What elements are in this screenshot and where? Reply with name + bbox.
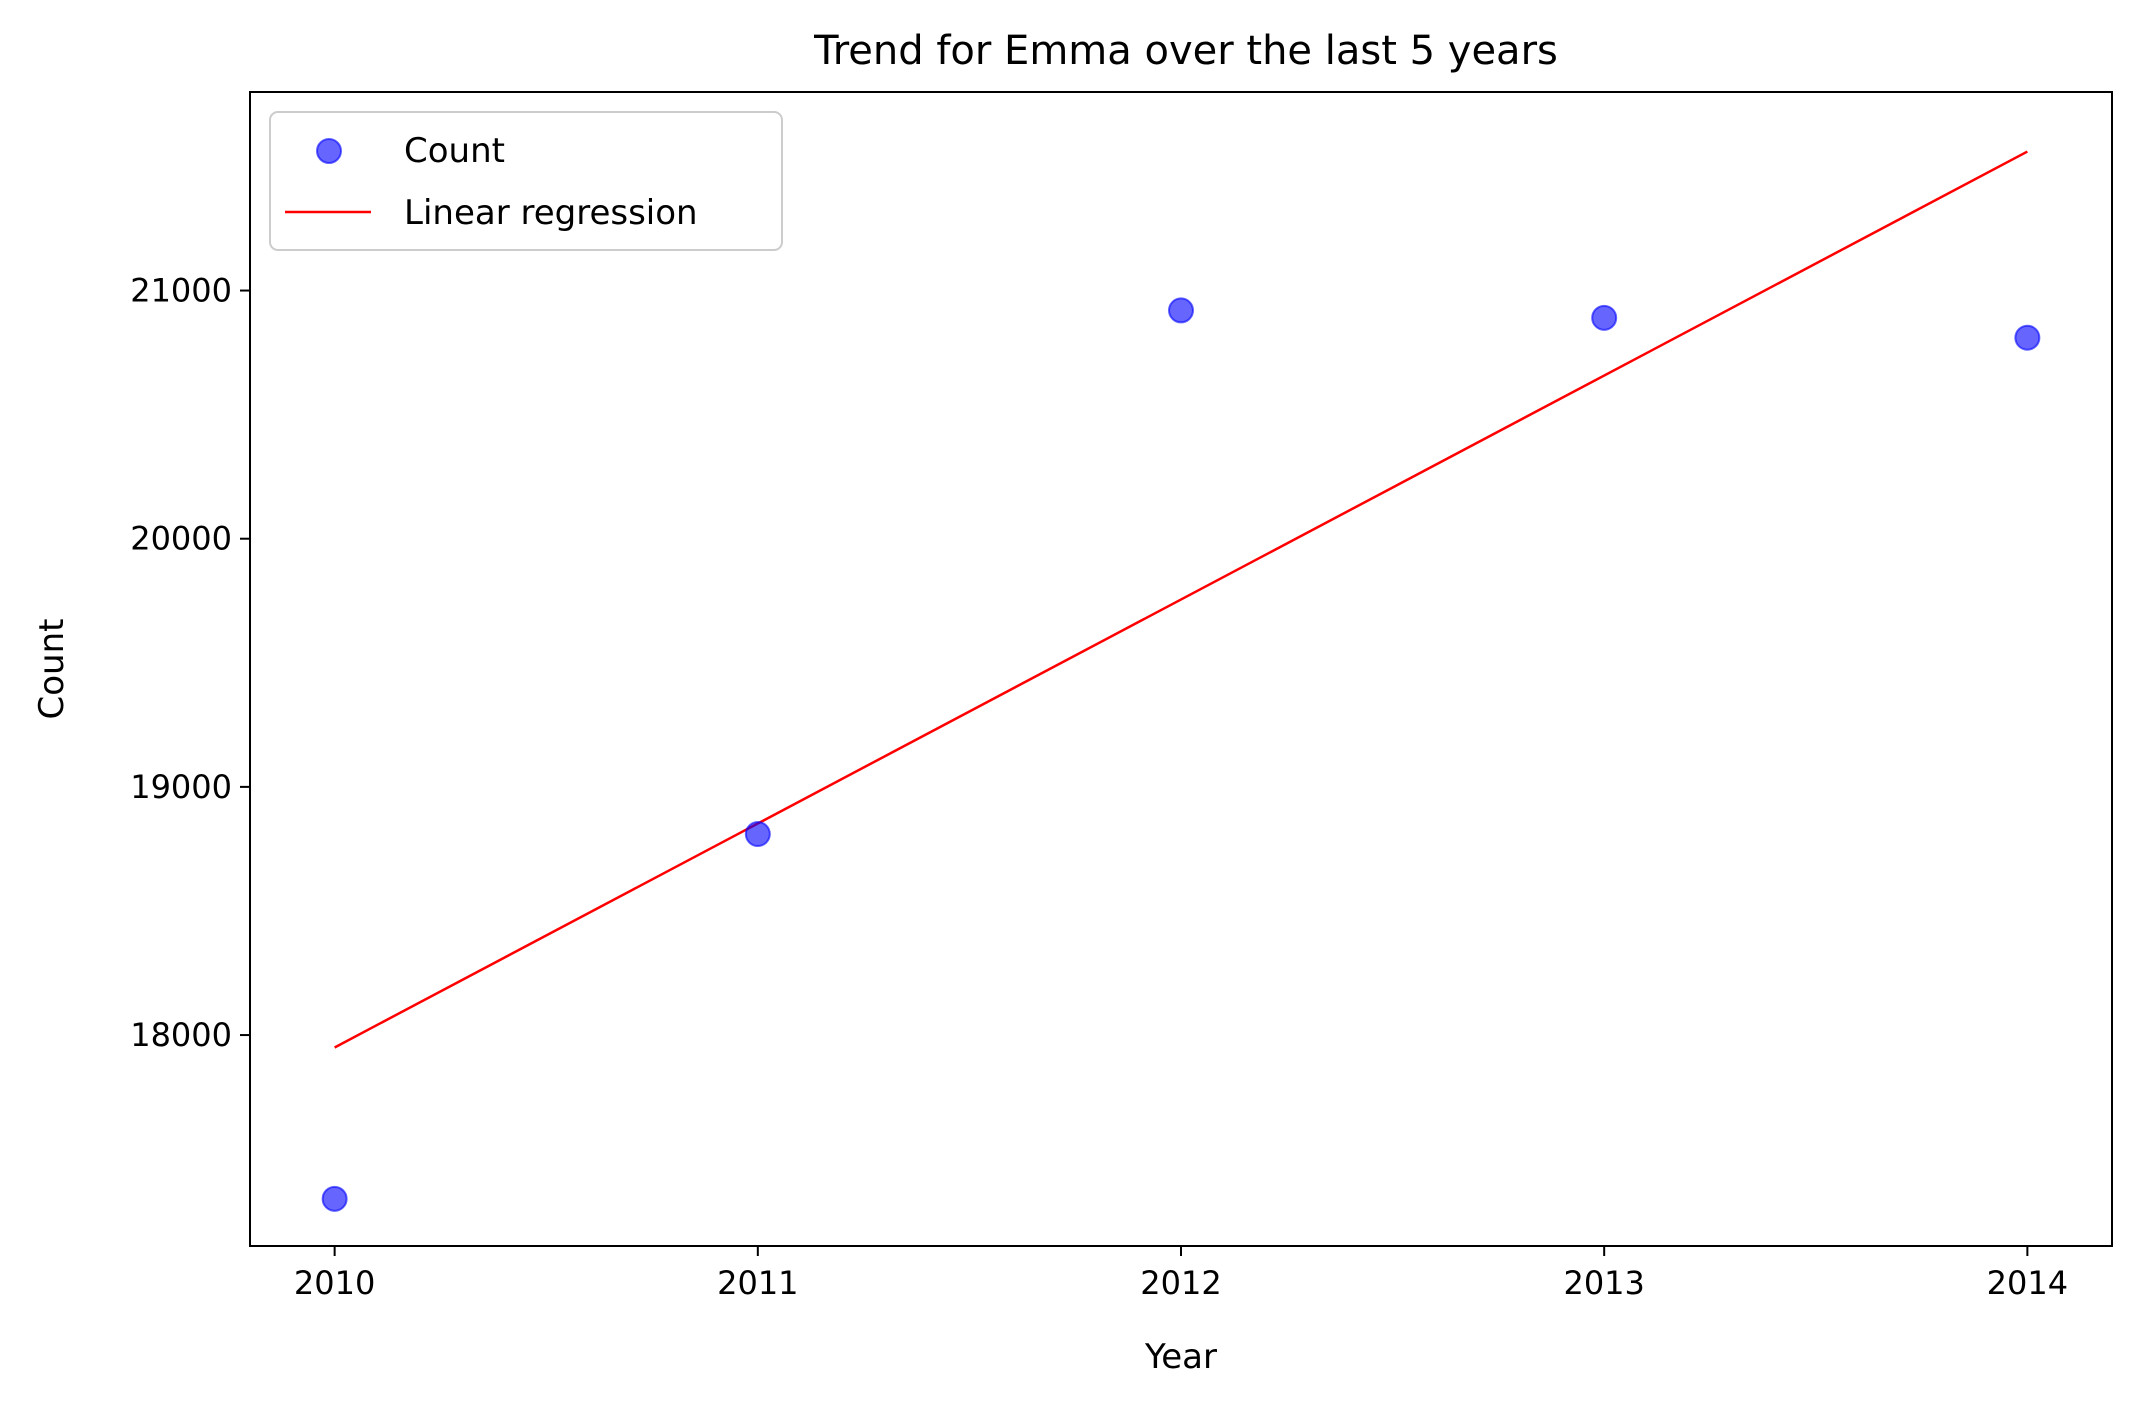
y-tick-label: 20000 [130, 520, 232, 558]
plot-area: 2010 2011 2012 2013 2014 18000 19000 20000 2100… [130, 91, 2113, 1302]
x-axis-label: Year [1144, 1337, 1217, 1377]
data-point [321, 1185, 348, 1212]
x-tick-label: 2014 [1987, 1264, 2068, 1302]
data-point [2014, 324, 2041, 351]
chart-title: Trend for Emma over the last 5 years [813, 28, 1558, 74]
y-tick-label: 18000 [130, 1016, 232, 1054]
legend-marker-count [316, 138, 342, 164]
x-tick-label: 2012 [1140, 1264, 1221, 1302]
data-point [1591, 304, 1618, 331]
regression-series [334, 150, 2028, 1049]
data-point [1168, 297, 1194, 324]
legend-label-regression: Linear regression [404, 193, 698, 233]
x-tick-label: 2013 [1563, 1264, 1644, 1302]
y-tick-label: 21000 [130, 272, 232, 310]
legend-label-count: Count [404, 131, 505, 171]
data-point [744, 821, 771, 848]
regression-line [334, 150, 2028, 1049]
legend-box [269, 111, 783, 251]
x-axis-ticks: 2010 2011 2012 2013 2014 [294, 1246, 2068, 1302]
y-tick-label: 19000 [130, 768, 232, 806]
x-tick-label: 2010 [294, 1264, 375, 1302]
y-axis-ticks: 18000 19000 20000 21000 [130, 272, 250, 1054]
y-axis-label: Count [32, 619, 72, 720]
count-series [321, 297, 2041, 1212]
x-tick-label: 2011 [717, 1264, 798, 1302]
legend: Count Linear regression [269, 111, 783, 251]
